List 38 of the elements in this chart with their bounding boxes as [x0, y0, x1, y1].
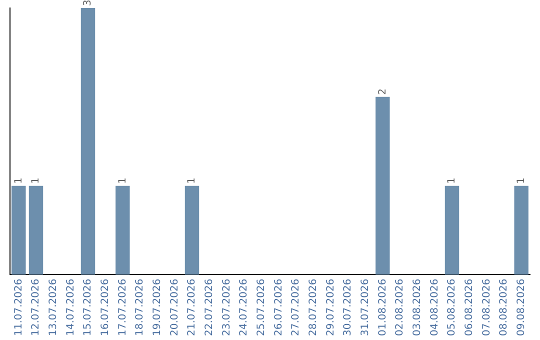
x-tick-label: 30.07.2026 [342, 278, 354, 336]
x-tick-label: 06.08.2026 [464, 278, 475, 336]
data-label: 1 [117, 177, 128, 184]
data-label: 1 [30, 177, 42, 184]
x-tick-label: 14.07.2026 [65, 278, 76, 336]
x-tick-label: 29.07.2026 [325, 278, 336, 336]
x-tick-label: 19.07.2026 [152, 278, 163, 336]
data-label: 3 [82, 0, 94, 6]
x-tick-label: 23.07.2026 [221, 278, 232, 336]
x-tick-label: 07.08.2026 [481, 278, 492, 336]
x-tick-label: 22.07.2026 [204, 278, 215, 336]
data-label: 1 [186, 177, 198, 184]
x-tick-label: 05.08.2026 [446, 278, 458, 336]
data-label: 1 [516, 177, 527, 184]
x-tick-label: 08.08.2026 [498, 278, 510, 336]
data-label: 1 [13, 177, 24, 184]
x-tick-label: 24.07.2026 [238, 278, 250, 336]
x-tick-label: 27.07.2026 [290, 278, 302, 336]
x-tick-label: 04.08.2026 [429, 278, 440, 336]
x-tick-label: 21.07.2026 [186, 278, 198, 336]
data-label: 1 [446, 177, 458, 184]
x-tick-label: 25.07.2026 [256, 278, 267, 336]
x-tick-label: 09.08.2026 [516, 278, 527, 336]
x-tick-label: 28.07.2026 [308, 278, 319, 336]
x-tick-label: 26.07.2026 [273, 278, 284, 336]
x-tick-label: 13.07.2026 [48, 278, 59, 336]
x-tick-label: 16.07.2026 [100, 278, 111, 336]
x-tick-label: 15.07.2026 [82, 278, 94, 336]
x-tick-label: 12.07.2026 [30, 278, 42, 336]
x-tick-label: 17.07.2026 [117, 278, 128, 336]
x-tick-label: 31.07.2026 [360, 278, 371, 336]
x-tick-label: 20.07.2026 [169, 278, 180, 336]
x-tick-label: 11.07.2026 [13, 278, 24, 336]
x-tick-label: 03.08.2026 [412, 278, 423, 336]
x-tick-label: 18.07.2026 [134, 278, 146, 336]
x-tick-label: 01.08.2026 [377, 278, 388, 336]
x-tick-label: 02.08.2026 [394, 278, 406, 336]
data-label: 2 [377, 88, 388, 95]
